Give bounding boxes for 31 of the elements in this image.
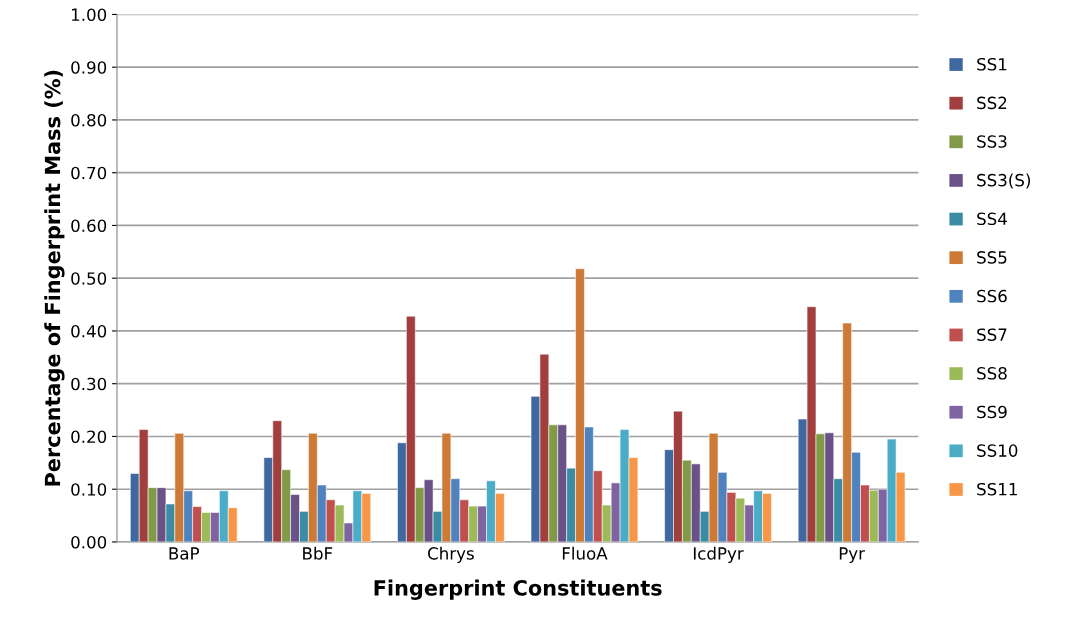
y-tick-label: 0.40 <box>71 324 107 338</box>
y-tick-label: 0.20 <box>71 430 107 444</box>
legend-label: SS3 <box>977 135 1007 148</box>
x-axis-title: Fingerprint Constituents <box>374 579 662 600</box>
y-tick-label: 0.90 <box>71 61 107 74</box>
legend-label: SS8 <box>977 367 1007 380</box>
legend-label: SS2 <box>977 96 1007 110</box>
x-tick-label: IcdPyr <box>693 546 744 563</box>
legend-label: SS9 <box>977 405 1007 419</box>
legend-label: SS7 <box>977 328 1007 341</box>
y-tick-label: 0.10 <box>71 483 107 496</box>
y-tick-label: 0.80 <box>71 113 107 127</box>
y-tick-label: 0.50 <box>71 272 107 285</box>
x-tick-label: BaP <box>169 547 200 560</box>
y-axis-title: Percentage of Fingerprint Mass (%) <box>44 70 65 486</box>
y-tick-label: 0.60 <box>71 219 107 233</box>
x-tick-label: BbF <box>303 546 333 560</box>
legend-label: SS5 <box>977 251 1007 264</box>
y-tick-label: 1.00 <box>71 8 107 22</box>
legend-label: SS3(S) <box>977 173 1030 189</box>
legend-label: SS1 <box>977 57 1007 71</box>
legend-label: SS6 <box>977 289 1007 303</box>
y-tick-label: 0.00 <box>71 535 107 549</box>
legend-label: SS10 <box>977 444 1018 457</box>
legend-label: SS11 <box>977 482 1017 496</box>
y-tick-label: 0.30 <box>71 377 107 391</box>
x-tick-label: Chrys <box>428 546 474 563</box>
legend-label: SS4 <box>977 212 1007 226</box>
x-tick-label: FluoA <box>562 546 608 560</box>
x-tick-label: Pyr <box>839 547 865 563</box>
y-tick-label: 0.70 <box>71 166 107 180</box>
